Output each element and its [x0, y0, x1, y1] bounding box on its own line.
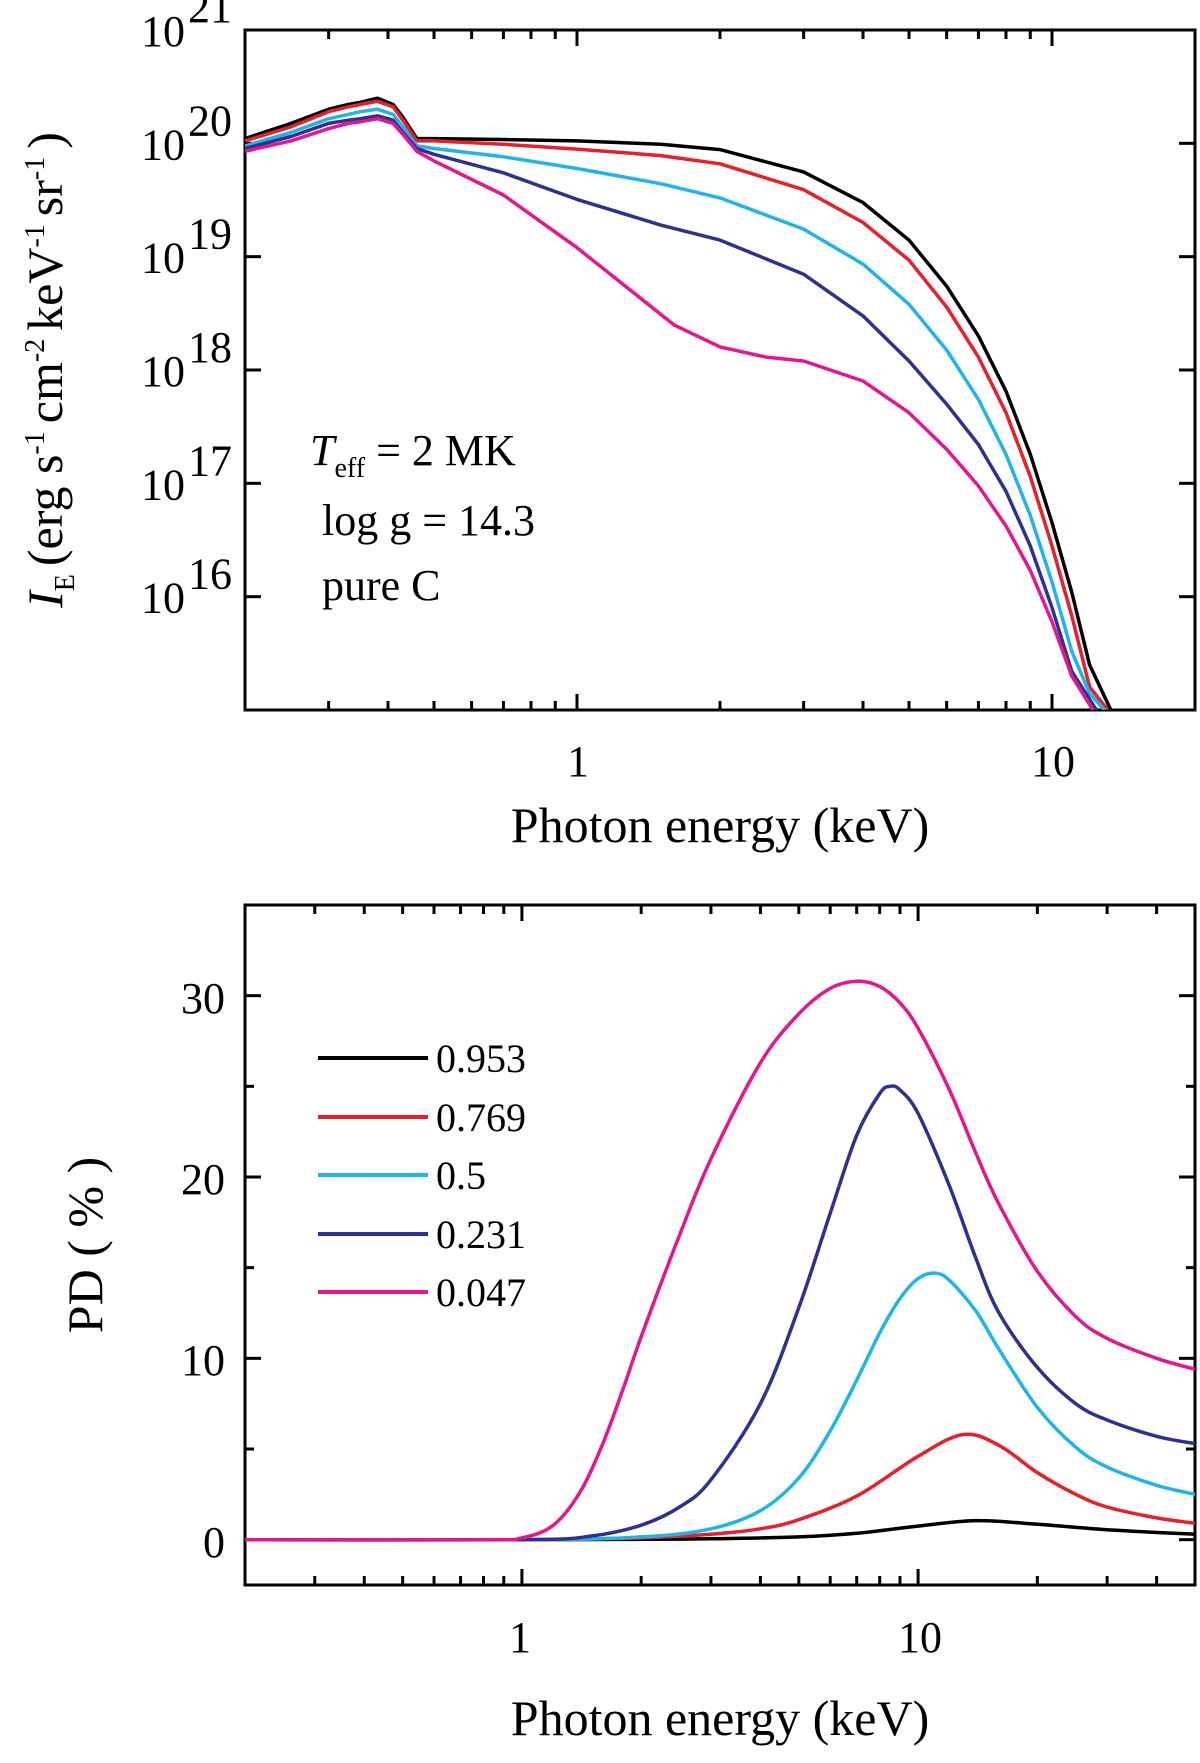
legend-label-0231: 0.231 [436, 1212, 526, 1257]
top-series-0231 [245, 114, 1098, 710]
top-series-group [245, 96, 1113, 710]
bottom-x-axis-title: Photon energy (keV) [511, 1690, 929, 1746]
y-title-sr: sr [17, 180, 73, 216]
bottom-plot-frame [243, 903, 1197, 1587]
top-series-05 [245, 107, 1106, 710]
y-title-close: ) [17, 132, 73, 149]
top-ytick-exponent: 16 [188, 550, 232, 599]
bottom-panel: 0 10 20 30 1 10 Photon energy (keV) PD (… [57, 903, 1197, 1746]
bottom-series-05 [245, 1271, 1195, 1542]
bottom-series-0953 [245, 1518, 1195, 1542]
legend-label-0047: 0.047 [436, 1270, 526, 1315]
top-ytick-exponent: 19 [188, 210, 232, 259]
legend-entry: 0.047 [318, 1270, 526, 1315]
y-title-kev-exp: -1 [20, 224, 51, 247]
annotation-teff-sub: eff [334, 453, 365, 484]
legend-entry: 0.5 [318, 1153, 486, 1198]
legend-label-0769: 0.769 [436, 1095, 526, 1140]
annotation-teff: Teff = 2 MK [310, 426, 516, 484]
top-ytick-exponent: 18 [188, 323, 232, 372]
y-title-units: (erg s [17, 455, 73, 567]
top-ytick-label: 10 [141, 7, 185, 56]
bottom-series-0047 [245, 979, 1195, 1542]
y-title-cm-exp: -2 [20, 339, 51, 362]
annotation-composition: pure C [322, 561, 441, 610]
top-ytick-exponent: 17 [188, 436, 232, 485]
bottom-ytick-label-0: 0 [203, 1518, 225, 1567]
top-ytick-label: 10 [141, 120, 185, 169]
annotation-teff-symbol: T [310, 426, 338, 475]
y-title-s-exp: -1 [20, 431, 51, 454]
y-title-sr-exp: -1 [20, 157, 51, 180]
bottom-ytick-label-30: 30 [181, 974, 225, 1023]
top-xtick-label-10: 10 [1031, 737, 1075, 786]
annotation-teff-value: = 2 MK [365, 426, 516, 475]
top-ytick-exponent: 21 [188, 0, 232, 32]
y-title-cm: cm [17, 362, 73, 423]
top-y-axis-title: IE(erg s-1cm-2keV-1sr-1) [17, 132, 81, 609]
y-title-sub: E [50, 574, 81, 591]
bottom-y-axis-title: PD ( % ) [57, 1157, 113, 1333]
annotation-logg: log g = 14.3 [322, 496, 535, 545]
bottom-ytick-label-10: 10 [181, 1336, 225, 1385]
legend-entry: 0.231 [318, 1212, 526, 1257]
bottom-ytick-label-20: 20 [181, 1155, 225, 1204]
top-xtick-label-1: 1 [567, 737, 589, 786]
legend-entry: 0.769 [318, 1095, 526, 1140]
top-ytick-label: 10 [141, 234, 185, 283]
y-title-symbol: I [17, 589, 73, 609]
legend-label-05: 0.5 [436, 1153, 486, 1198]
bottom-series-0231 [245, 1084, 1195, 1542]
bottom-xtick-label-1: 1 [509, 1613, 531, 1662]
top-ytick-label: 10 [141, 347, 185, 396]
y-title-kev: keV [17, 248, 73, 331]
legend-label-0953: 0.953 [436, 1036, 526, 1081]
top-ytick-label: 10 [141, 460, 185, 509]
bottom-series-group [245, 979, 1195, 1542]
top-ytick-label: 10 [141, 574, 185, 623]
top-ticks [243, 28, 1197, 710]
top-series-0769 [245, 99, 1110, 710]
top-ytick-exponent: 20 [188, 96, 232, 145]
legend-entry: 0.953 [318, 1036, 526, 1081]
top-x-axis-title: Photon energy (keV) [511, 797, 929, 853]
top-series-0047 [245, 116, 1095, 710]
legend: 0.953 0.769 0.5 0.231 0.047 [318, 1036, 526, 1315]
bottom-xtick-label-10: 10 [898, 1613, 942, 1662]
top-series-0953 [245, 96, 1113, 710]
